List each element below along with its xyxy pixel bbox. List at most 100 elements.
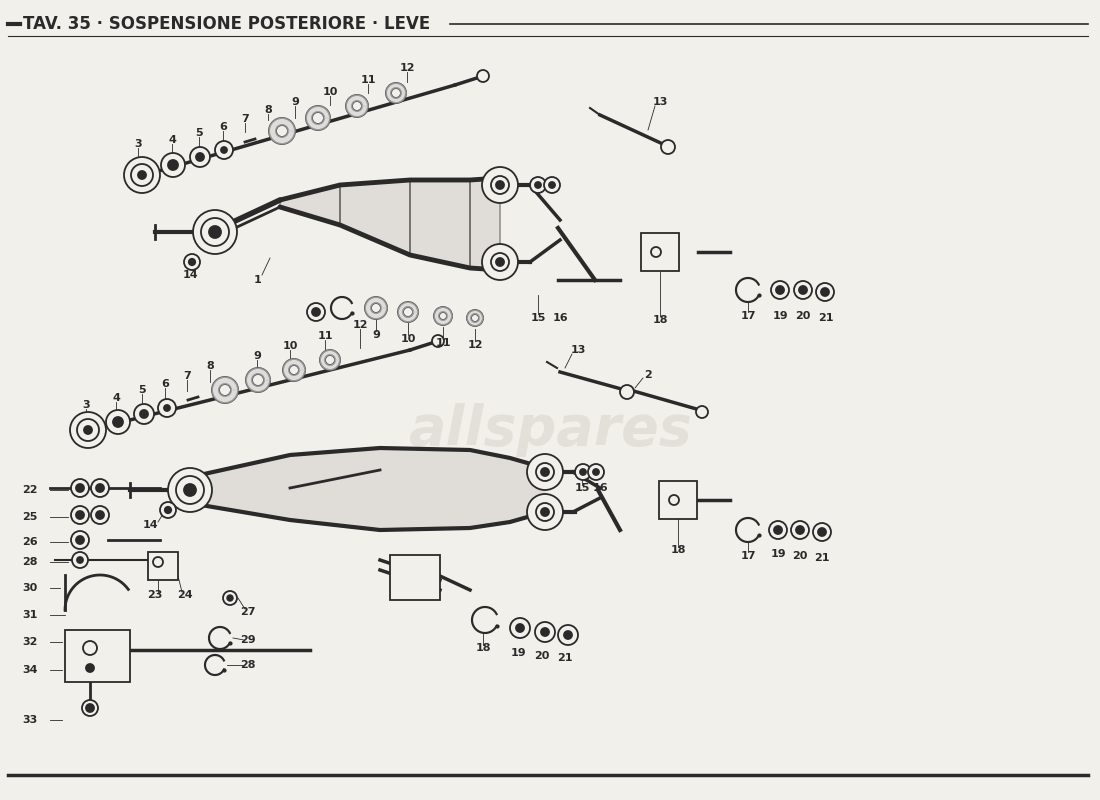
Text: 28: 28: [240, 660, 255, 670]
Circle shape: [106, 410, 130, 434]
Circle shape: [794, 281, 812, 299]
Circle shape: [544, 177, 560, 193]
Polygon shape: [386, 83, 406, 103]
Circle shape: [813, 523, 830, 541]
Polygon shape: [434, 307, 452, 325]
Circle shape: [72, 479, 89, 497]
Circle shape: [564, 631, 572, 639]
Circle shape: [246, 368, 270, 392]
Polygon shape: [270, 118, 295, 144]
Circle shape: [791, 521, 808, 539]
Circle shape: [588, 464, 604, 480]
Text: 14: 14: [183, 270, 198, 280]
Text: 19: 19: [770, 549, 785, 559]
Text: 13: 13: [570, 345, 585, 355]
Polygon shape: [212, 377, 238, 403]
Circle shape: [818, 528, 826, 536]
Circle shape: [84, 426, 92, 434]
Text: 26: 26: [22, 537, 37, 547]
Text: 7: 7: [241, 114, 249, 124]
Circle shape: [283, 359, 305, 381]
Text: 4: 4: [112, 393, 120, 403]
Circle shape: [491, 253, 509, 271]
Circle shape: [496, 258, 504, 266]
Circle shape: [168, 160, 178, 170]
Text: 34: 34: [22, 665, 37, 675]
Text: 20: 20: [535, 651, 550, 661]
Text: 15: 15: [574, 483, 590, 493]
Circle shape: [575, 464, 591, 480]
Text: 6: 6: [219, 122, 227, 132]
Text: 21: 21: [814, 553, 829, 563]
Circle shape: [165, 507, 172, 514]
Text: 23: 23: [147, 590, 163, 600]
Circle shape: [371, 303, 381, 313]
Circle shape: [164, 405, 170, 411]
Text: 18: 18: [652, 315, 668, 325]
Circle shape: [620, 385, 634, 399]
Text: 32: 32: [22, 637, 37, 647]
Text: TAV. 35 · SOSPENSIONE POSTERIORE · LEVE: TAV. 35 · SOSPENSIONE POSTERIORE · LEVE: [23, 15, 430, 33]
Circle shape: [769, 521, 786, 539]
Circle shape: [398, 302, 418, 322]
Circle shape: [196, 153, 204, 161]
Circle shape: [482, 167, 518, 203]
Circle shape: [270, 118, 295, 144]
Polygon shape: [470, 450, 510, 528]
Text: 33: 33: [22, 715, 37, 725]
Polygon shape: [346, 95, 368, 117]
Text: 21: 21: [818, 313, 834, 323]
Circle shape: [212, 377, 238, 403]
Polygon shape: [306, 106, 330, 130]
Circle shape: [468, 310, 483, 326]
Text: 21: 21: [558, 653, 573, 663]
Circle shape: [82, 700, 98, 716]
Circle shape: [276, 125, 288, 137]
Circle shape: [771, 281, 789, 299]
Text: 29: 29: [240, 635, 256, 645]
Text: 7: 7: [183, 371, 191, 381]
Text: 22: 22: [22, 485, 37, 495]
Circle shape: [816, 283, 834, 301]
Polygon shape: [379, 448, 470, 530]
Polygon shape: [470, 178, 500, 270]
Circle shape: [541, 468, 549, 476]
Circle shape: [535, 622, 556, 642]
Circle shape: [661, 140, 675, 154]
Circle shape: [307, 303, 324, 321]
Text: 6: 6: [161, 379, 169, 389]
Circle shape: [651, 247, 661, 257]
Circle shape: [70, 412, 106, 448]
Text: 9: 9: [292, 97, 299, 107]
Circle shape: [96, 511, 104, 519]
Text: 5: 5: [195, 128, 202, 138]
Text: 27: 27: [240, 607, 255, 617]
Circle shape: [312, 112, 324, 124]
Circle shape: [471, 314, 478, 322]
Circle shape: [527, 454, 563, 490]
Circle shape: [221, 147, 227, 153]
Text: 20: 20: [795, 311, 811, 321]
Text: 12: 12: [399, 63, 415, 73]
Circle shape: [91, 479, 109, 497]
Circle shape: [209, 226, 221, 238]
Circle shape: [776, 286, 784, 294]
Polygon shape: [246, 368, 270, 392]
Circle shape: [72, 552, 88, 568]
Circle shape: [669, 495, 679, 505]
Polygon shape: [280, 185, 340, 225]
Circle shape: [536, 503, 554, 521]
Circle shape: [796, 526, 804, 534]
Text: 3: 3: [82, 400, 90, 410]
Text: 13: 13: [652, 97, 668, 107]
Circle shape: [228, 595, 233, 601]
Circle shape: [140, 410, 148, 418]
Circle shape: [289, 365, 299, 375]
Circle shape: [799, 286, 807, 294]
Circle shape: [774, 526, 782, 534]
Circle shape: [821, 288, 829, 296]
Circle shape: [320, 350, 340, 370]
Circle shape: [72, 506, 89, 524]
Text: 11: 11: [361, 75, 376, 85]
Circle shape: [91, 506, 109, 524]
